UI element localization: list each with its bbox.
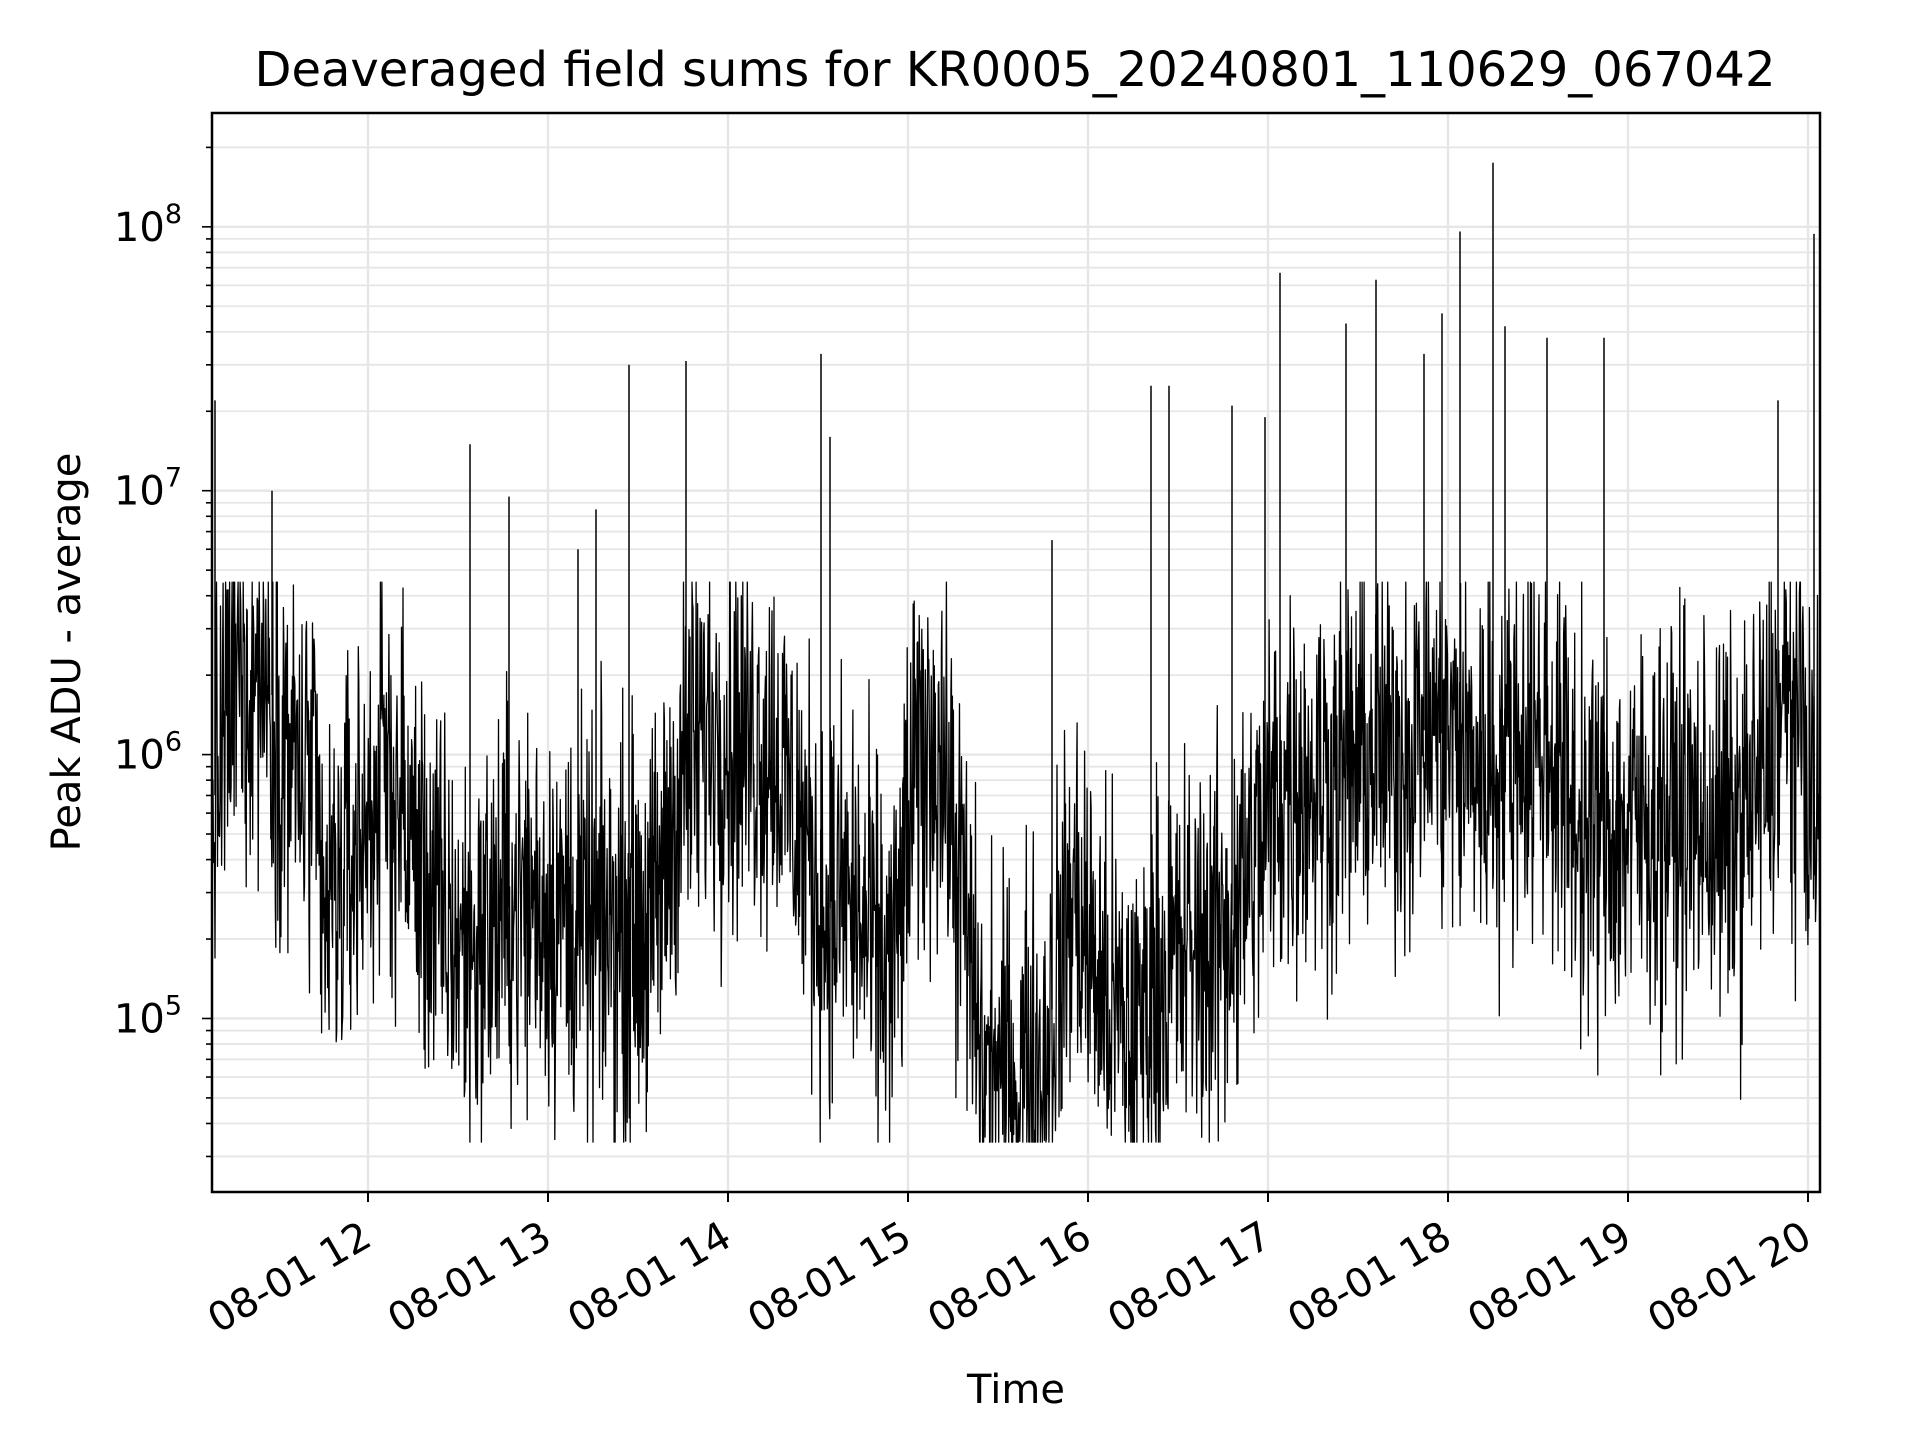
series-line	[211, 581, 1821, 1143]
y-tick-base: 10	[114, 469, 165, 515]
y-tick-label: 107	[114, 463, 182, 515]
y-axis-label: Peak ADU - average	[44, 453, 90, 852]
y-tick-exponent: 5	[165, 990, 182, 1021]
y-tick-label: 108	[114, 199, 182, 251]
y-tick-label: 105	[114, 990, 182, 1042]
y-tick-label: 106	[114, 727, 182, 779]
y-tick-base: 10	[114, 205, 165, 251]
axes-frame	[210, 111, 1822, 1194]
y-tick-base: 10	[114, 996, 165, 1042]
x-axis-label: Time	[966, 1367, 1065, 1413]
plot-area	[211, 162, 1821, 1143]
y-tick-exponent: 8	[165, 199, 182, 230]
chart-title: Deaveraged field sums for KR0005_2024080…	[254, 42, 1775, 98]
y-tick-base: 10	[114, 733, 165, 779]
y-tick-exponent: 6	[165, 727, 182, 758]
y-tick-exponent: 7	[165, 463, 182, 494]
